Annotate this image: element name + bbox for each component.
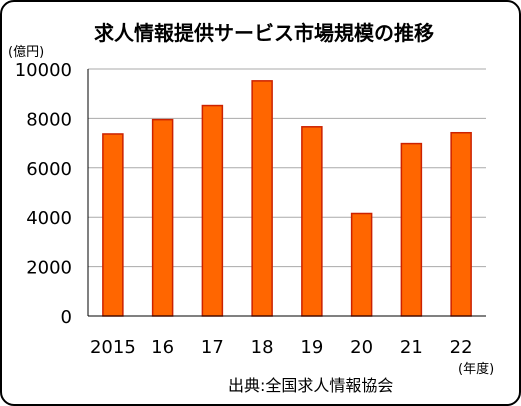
y-tick-label: 2000: [26, 258, 72, 279]
y-axis-unit-label: (億円): [8, 44, 44, 60]
y-tick-label: 0: [61, 307, 72, 328]
y-tick-label: 6000: [26, 159, 72, 180]
y-tick-label: 8000: [26, 109, 72, 130]
bar-20: [350, 212, 373, 317]
bar-16: [151, 118, 174, 317]
bar-22: [450, 131, 472, 317]
bar-18: [251, 80, 273, 317]
x-tick-label: 22: [450, 337, 473, 358]
source-note: 出典:全国求人情報協会: [228, 376, 393, 395]
bar-17: [201, 104, 224, 317]
y-tick-label: 10000: [15, 60, 72, 81]
x-tick-label: 21: [400, 337, 423, 358]
x-tick-label: 17: [201, 337, 224, 358]
axes: [87, 69, 486, 317]
bar-21: [400, 142, 423, 317]
chart-title: 求人情報提供サービス市場規模の推移: [94, 21, 434, 45]
x-tick-label: 16: [151, 337, 174, 358]
y-tick-label: 4000: [26, 208, 72, 229]
x-tick-label: 19: [300, 337, 323, 358]
gridlines: [88, 68, 486, 268]
y-tick-labels: 0 2000 4000 6000 8000 10000: [15, 60, 72, 328]
x-tick-label: 2015: [90, 337, 136, 358]
bars: [102, 80, 472, 317]
x-tick-labels: 2015 16 17 18 19 20 21 22: [90, 337, 473, 358]
bar-2015: [102, 133, 124, 317]
bar-19: [301, 126, 323, 317]
x-axis-unit-label: (年度): [458, 361, 494, 377]
x-tick-label: 18: [251, 337, 274, 358]
x-tick-label: 20: [350, 337, 373, 358]
